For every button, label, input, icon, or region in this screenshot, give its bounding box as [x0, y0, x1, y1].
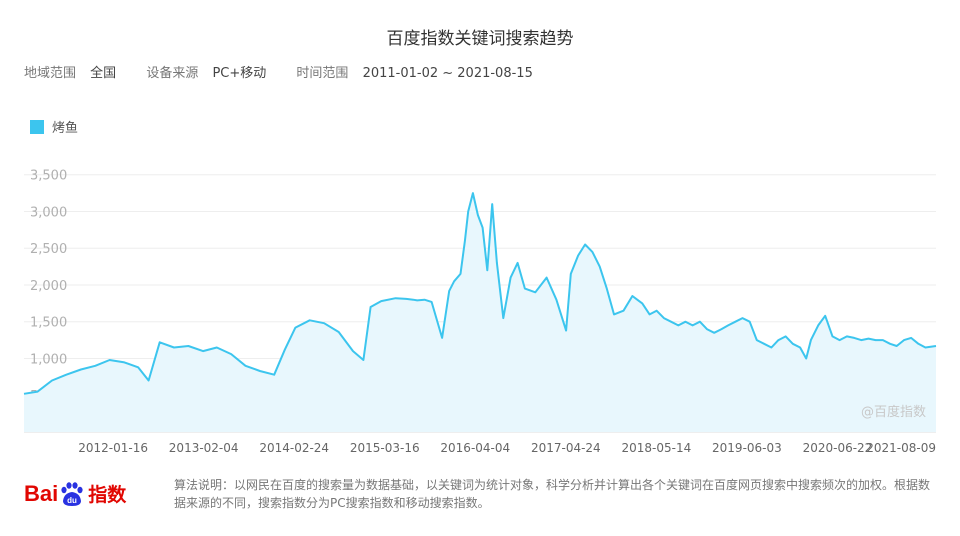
x-tick-label: 2013-02-04	[169, 441, 239, 455]
x-tick-label: 2019-06-03	[712, 441, 782, 455]
x-tick-label: 2014-02-24	[259, 441, 329, 455]
time-label: 时间范围	[296, 66, 349, 81]
logo-zhishu: 指数	[88, 485, 127, 506]
x-tick-label: 2012-01-16	[78, 441, 148, 455]
x-tick-label: 2020-06-22	[803, 441, 873, 455]
x-tick-label: 2018-05-14	[622, 441, 692, 455]
y-tick-label: 3,500	[30, 169, 67, 184]
baidu-index-logo: Bai du 指数	[24, 480, 126, 507]
baidu-paw-icon: du	[61, 481, 83, 506]
time-value[interactable]: 2011-01-02 ~ 2021-08-15	[362, 66, 533, 81]
region-value[interactable]: 全国	[90, 66, 117, 81]
x-tick-label: 2015-03-16	[350, 441, 420, 455]
series-line	[23, 192, 937, 395]
y-tick-label: 1,000	[30, 352, 67, 367]
watermark: @百度指数	[861, 404, 926, 420]
y-tick-label: 1,500	[30, 316, 67, 331]
device-value[interactable]: PC+移动	[212, 66, 267, 81]
legend-swatch	[30, 119, 44, 134]
chart-legend[interactable]: 烤鱼	[30, 117, 78, 136]
region-label: 地域范围	[24, 66, 77, 81]
x-tick-label: 2017-04-24	[531, 441, 601, 455]
y-tick-label: 3,000	[30, 205, 67, 220]
x-tick-label: 2016-04-04	[440, 441, 510, 455]
algorithm-note: 算法说明：以网民在百度的搜索量为数据基础，以关键词为统计对象，科学分析并计算出各…	[174, 478, 931, 510]
filter-bar: 地域范围 全国 设备来源 PC+移动 时间范围 2011-01-02 ~ 202…	[24, 62, 559, 81]
series-area	[24, 193, 936, 432]
x-tick-label: 2021-08-09	[866, 441, 936, 455]
y-tick-label: 2,500	[30, 242, 67, 257]
legend-label: 烤鱼	[52, 121, 79, 136]
device-label: 设备来源	[146, 66, 199, 81]
y-tick-label: 2,000	[30, 279, 67, 294]
logo-bai: Bai	[24, 480, 59, 506]
chart-title: 百度指数关键词搜索趋势	[386, 29, 574, 49]
logo-du: du	[67, 496, 77, 505]
trend-chart: 5001,0001,5002,0002,5003,0003,5002012-01…	[23, 169, 937, 455]
